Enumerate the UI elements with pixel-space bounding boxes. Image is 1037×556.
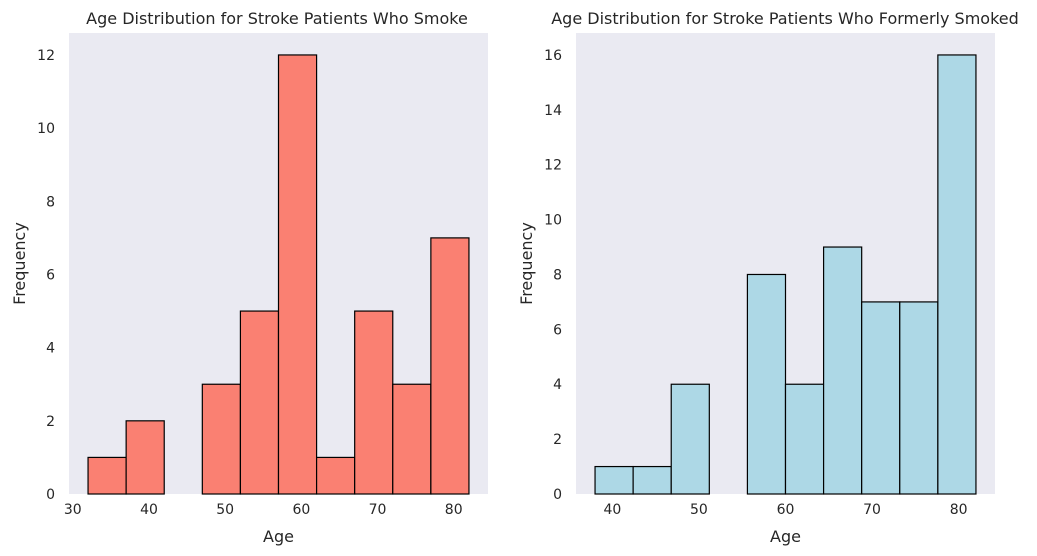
y-axis-label: Frequency: [517, 222, 536, 305]
histogram-bar: [430, 237, 470, 495]
x-tick-label: 40: [603, 502, 621, 518]
x-axis-label: Age: [263, 527, 294, 546]
y-axis-label: Frequency: [10, 222, 29, 305]
y-tick-label: 0: [46, 487, 55, 503]
x-tick-label: 50: [216, 502, 234, 518]
histogram-bar: [632, 465, 672, 495]
x-axis-label: Age: [770, 527, 801, 546]
y-tick-label: 8: [46, 194, 55, 210]
histogram-bar: [899, 301, 939, 495]
x-tick-label: 40: [140, 502, 158, 518]
x-tick-label: 80: [445, 502, 463, 518]
x-tick-label: 80: [950, 502, 968, 518]
x-tick-label: 30: [64, 502, 82, 518]
y-tick-label: 6: [553, 322, 562, 338]
histogram-bar: [392, 383, 432, 495]
chart-title: Age Distribution for Stroke Patients Who…: [86, 9, 468, 28]
y-tick-label: 4: [553, 377, 562, 393]
y-tick-label: 8: [553, 267, 562, 283]
y-tick-label: 10: [37, 121, 55, 137]
histogram-bar: [277, 54, 318, 495]
histogram-bar: [784, 383, 825, 495]
chart-title: Age Distribution for Stroke Patients Who…: [551, 9, 1019, 28]
histogram-bar: [87, 456, 127, 495]
y-tick-label: 10: [544, 213, 562, 229]
histogram-bar: [125, 420, 165, 495]
y-tick-label: 2: [46, 414, 55, 430]
histogram-panel-2: 40 50 60 70 80 0 2 4 6 8 10 12 14 16 Age Distribution …: [517, 9, 1019, 546]
histogram-bar: [861, 301, 901, 495]
histogram-bar: [937, 54, 977, 495]
histogram-panel-1: 30 40 50 60 70 80 0 2 4 6 8 10 12 Age Distribution fo…: [10, 9, 488, 546]
histogram-bar: [746, 273, 787, 495]
histogram-bar: [670, 383, 710, 495]
y-tick-label: 6: [46, 267, 55, 283]
histogram-bar: [594, 465, 634, 495]
histogram-bar: [315, 456, 356, 495]
y-tick-label: 14: [544, 103, 562, 119]
histogram-bar: [201, 383, 242, 495]
y-tick-label: 2: [553, 432, 562, 448]
y-tick-label: 16: [544, 48, 562, 64]
histogram-bar: [354, 310, 394, 495]
histogram-bar: [822, 246, 863, 495]
histogram-bar: [239, 310, 280, 495]
y-tick-label: 12: [37, 48, 55, 64]
x-tick-label: 60: [292, 502, 310, 518]
x-tick-label: 70: [863, 502, 881, 518]
x-tick-label: 50: [690, 502, 708, 518]
y-tick-label: 12: [544, 158, 562, 174]
y-tick-label: 0: [553, 487, 562, 503]
x-tick-label: 60: [777, 502, 795, 518]
y-tick-label: 4: [46, 341, 55, 357]
x-tick-label: 70: [369, 502, 387, 518]
